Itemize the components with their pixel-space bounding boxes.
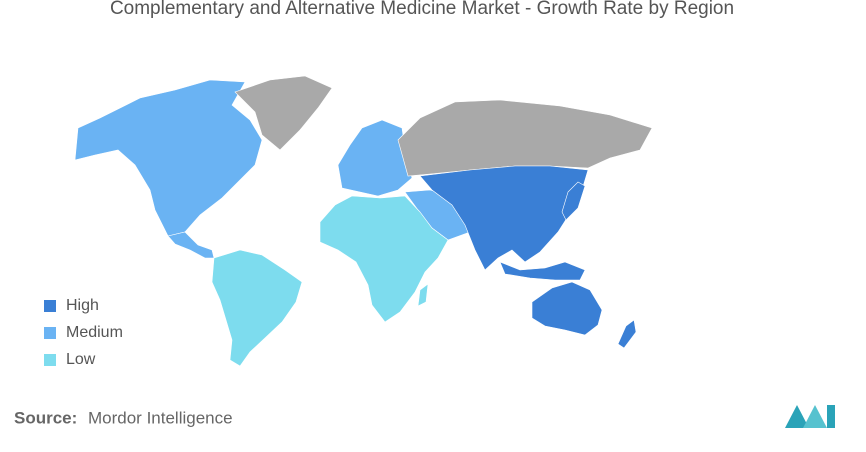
south-america [211,249,303,367]
logo [785,405,835,428]
title: Complementary and Alternative Medicine M… [110,0,734,19]
legend-swatch [44,354,56,366]
asia [419,165,589,271]
japan [561,181,586,221]
logo-shape [827,405,835,428]
central-america [167,231,215,259]
southeast-asia-islands [499,261,586,281]
australia [531,281,603,336]
legend-label: High [66,297,99,314]
north-asia [397,99,653,177]
madagascar [417,283,429,307]
source-text: Mordor Intelligence [88,408,233,427]
logo-shape [803,405,827,428]
europe [337,119,413,197]
legend: High Medium Low [44,297,123,368]
africa [319,195,449,323]
greenland [234,75,333,151]
legend-label: Medium [66,324,123,341]
world-map [74,75,653,367]
legend-swatch [44,327,56,339]
legend-label: Low [66,351,96,368]
logo-shape [785,405,809,428]
legend-swatch [44,300,56,312]
new-zealand [617,319,637,349]
source-label: Source: [14,408,77,427]
north-america [74,79,263,237]
